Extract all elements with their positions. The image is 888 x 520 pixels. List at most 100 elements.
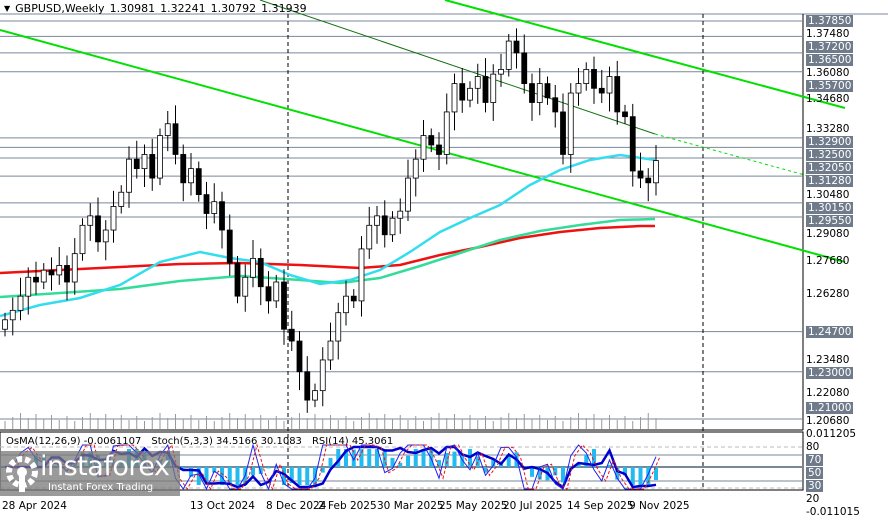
candle-body bbox=[350, 295, 357, 302]
osma-bar bbox=[351, 449, 356, 467]
chart-header: ▼ GBPUSD,Weekly 1.30981 1.32241 1.30792 … bbox=[4, 2, 307, 15]
logo-name: instaforex bbox=[40, 451, 170, 482]
candle-body bbox=[2, 319, 8, 330]
candle-body bbox=[33, 276, 39, 283]
gear-logo-icon bbox=[6, 456, 38, 492]
osma-bar bbox=[576, 462, 581, 467]
osma-bar bbox=[654, 467, 658, 481]
indicator-legend: OsMA(12,26,9) -0.0061107 Stoch(5,3,3) 34… bbox=[6, 436, 393, 447]
price-level-tag: 1.31280 bbox=[806, 174, 854, 187]
dropdown-triangle-icon[interactable]: ▼ bbox=[4, 4, 11, 13]
candle-body bbox=[188, 168, 194, 184]
osma-bar bbox=[359, 449, 364, 467]
candle-body bbox=[467, 87, 473, 101]
candle-body bbox=[312, 390, 318, 401]
price-level-tag: 1.36500 bbox=[806, 54, 854, 66]
price-level-tag: 1.32500 bbox=[806, 148, 854, 161]
osma-bar bbox=[398, 462, 403, 467]
osma-bar bbox=[475, 456, 480, 467]
candle-body bbox=[645, 177, 652, 184]
price-axis-label: 1.34680 bbox=[806, 93, 850, 105]
candle-body bbox=[443, 111, 450, 155]
osma-bar bbox=[537, 467, 542, 480]
price-axis-label: 1.22080 bbox=[806, 387, 850, 400]
candle-body bbox=[319, 359, 326, 392]
open-value: 1.30981 bbox=[109, 2, 156, 15]
candle-body bbox=[149, 154, 156, 179]
candle-body bbox=[180, 154, 187, 184]
osma-bar bbox=[506, 456, 511, 467]
candle-body bbox=[653, 160, 659, 184]
date-label: 8 Dec 2024 bbox=[266, 500, 327, 512]
candle-body bbox=[110, 206, 117, 231]
level-50: 50 bbox=[806, 467, 824, 479]
osma-bar bbox=[196, 467, 201, 485]
osma-bar bbox=[638, 467, 643, 485]
ma-mid-line bbox=[0, 217, 656, 299]
candle-body bbox=[567, 92, 574, 155]
osma-bar bbox=[297, 467, 302, 485]
candlesticks bbox=[2, 28, 659, 413]
candle-body bbox=[56, 265, 63, 276]
candle-body bbox=[498, 69, 504, 75]
candle-body bbox=[126, 158, 132, 193]
price-axis-label: 1.20680 bbox=[806, 415, 850, 427]
osma-bar bbox=[251, 467, 255, 476]
candle-body bbox=[459, 83, 466, 101]
osma-bar bbox=[336, 449, 341, 467]
osma-bar bbox=[599, 467, 604, 468]
instaforex-logo: instaforex Instant Forex Trading bbox=[0, 451, 180, 496]
price-axis-label: 1.33280 bbox=[806, 122, 850, 135]
candle-body bbox=[242, 276, 249, 297]
osma-bar bbox=[646, 467, 651, 485]
logo-tagline: Instant Forex Trading bbox=[48, 482, 154, 493]
price-level-tag: 1.30150 bbox=[806, 202, 854, 215]
osma-bar bbox=[367, 449, 372, 467]
osma-bar bbox=[437, 460, 441, 467]
rsi-label: RSI(14) 45.3061 bbox=[311, 436, 394, 447]
price-axis-label: 1.27680 bbox=[806, 255, 850, 268]
candle-body bbox=[211, 201, 218, 214]
date-label: 28 Apr 2024 bbox=[2, 500, 67, 512]
stoch-label: Stoch(5,3,3) 34.5166 30.1083 bbox=[151, 436, 302, 447]
candle-body bbox=[164, 123, 171, 136]
osma-axis-bottom: -0.011015 bbox=[806, 506, 860, 518]
candle-body bbox=[622, 111, 628, 118]
date-label: 9 Nov 2025 bbox=[629, 500, 690, 512]
candle-body bbox=[40, 269, 47, 283]
osma-bar bbox=[189, 467, 193, 477]
price-level-tag: 1.37200 bbox=[806, 41, 854, 53]
candle-body bbox=[17, 295, 24, 311]
trendline-mid bbox=[259, 0, 656, 135]
candle-body bbox=[87, 215, 94, 226]
candle-body bbox=[257, 257, 264, 288]
candle-body bbox=[304, 371, 311, 401]
candle-body bbox=[560, 111, 566, 155]
candle-body bbox=[505, 40, 512, 70]
ma-slow-line bbox=[0, 224, 655, 275]
date-label: 30 Mar 2025 bbox=[377, 500, 444, 512]
candle-body bbox=[513, 40, 520, 54]
candle-body bbox=[583, 69, 590, 84]
osma-bar bbox=[258, 467, 263, 474]
candle-body bbox=[474, 76, 481, 89]
osma-bar bbox=[607, 464, 612, 467]
date-label: 14 Sep 2025 bbox=[567, 500, 634, 512]
price-axis-label: 1.36080 bbox=[806, 67, 850, 79]
price-level-tag: 1.24700 bbox=[806, 325, 854, 338]
candle-body bbox=[397, 210, 404, 219]
candle-body bbox=[64, 265, 70, 283]
candle-body bbox=[71, 253, 78, 283]
volume-bars bbox=[4, 413, 657, 429]
candle-body bbox=[157, 135, 163, 179]
level-70: 70 bbox=[806, 454, 824, 466]
candle-body bbox=[118, 191, 125, 207]
candle-body bbox=[412, 158, 419, 179]
osma-bar bbox=[406, 455, 410, 467]
candle-body bbox=[420, 135, 427, 160]
candle-body bbox=[250, 257, 256, 278]
price-axis-label: 1.29080 bbox=[806, 228, 850, 241]
osma-bar bbox=[235, 467, 240, 485]
candle-body bbox=[591, 69, 597, 89]
